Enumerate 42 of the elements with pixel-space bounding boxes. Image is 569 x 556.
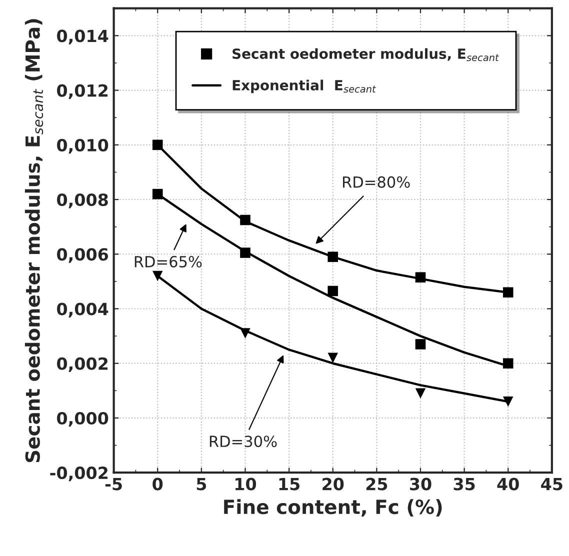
point bbox=[415, 388, 426, 399]
x-tick-label: 30 bbox=[410, 478, 432, 490]
point bbox=[415, 339, 426, 350]
point bbox=[152, 140, 163, 150]
x-tick-label: 35 bbox=[454, 478, 475, 490]
point bbox=[328, 286, 338, 296]
point bbox=[502, 396, 514, 407]
point bbox=[328, 252, 338, 262]
x-tick-label: 40 bbox=[497, 478, 519, 490]
x-axis-title: Fine content, Fc (%) bbox=[224, 499, 442, 517]
legend-label: Exponential E$_{secant}$ bbox=[232, 80, 376, 94]
annotation: RD=80% bbox=[343, 176, 410, 188]
x-tick-label: 45 bbox=[541, 478, 562, 490]
point bbox=[240, 248, 250, 258]
point bbox=[152, 188, 163, 200]
x-tick-label: 5 bbox=[196, 478, 206, 490]
y-tick-label: -0,002 bbox=[50, 466, 108, 482]
y-tick-label: 0,000 bbox=[57, 412, 108, 427]
point bbox=[152, 270, 163, 282]
point bbox=[415, 272, 426, 282]
y-tick-label: 0,004 bbox=[57, 302, 108, 318]
point bbox=[240, 214, 250, 226]
legend-label: Secant oedometer modulus, E$_{secant}$ bbox=[232, 48, 500, 62]
x-tick-label: 10 bbox=[236, 478, 256, 490]
annotation: RD=30% bbox=[210, 436, 277, 448]
y-tick-label: 0,014 bbox=[57, 30, 108, 44]
point bbox=[502, 287, 514, 298]
y-tick-label: 0,008 bbox=[57, 193, 108, 208]
point bbox=[328, 352, 338, 364]
x-tick-label: 25 bbox=[366, 478, 388, 490]
x-tick-label: 15 bbox=[279, 478, 300, 490]
y-tick-label: 0,012 bbox=[57, 84, 108, 99]
x-tick-label: 0 bbox=[152, 478, 163, 490]
y-tick-label: 0,002 bbox=[57, 357, 108, 372]
point bbox=[502, 358, 514, 369]
point bbox=[240, 328, 250, 338]
x-tick-label: 20 bbox=[322, 478, 344, 490]
y-tick-label: 0,010 bbox=[57, 138, 108, 154]
y-tick-label: 0,006 bbox=[57, 248, 108, 263]
annotation: RD=65% bbox=[134, 256, 202, 268]
x-tick-label: -5 bbox=[105, 478, 122, 490]
y-axis-title: Secant oedometer modulus, E$_{secant}$ (MPa) bbox=[24, 19, 44, 462]
